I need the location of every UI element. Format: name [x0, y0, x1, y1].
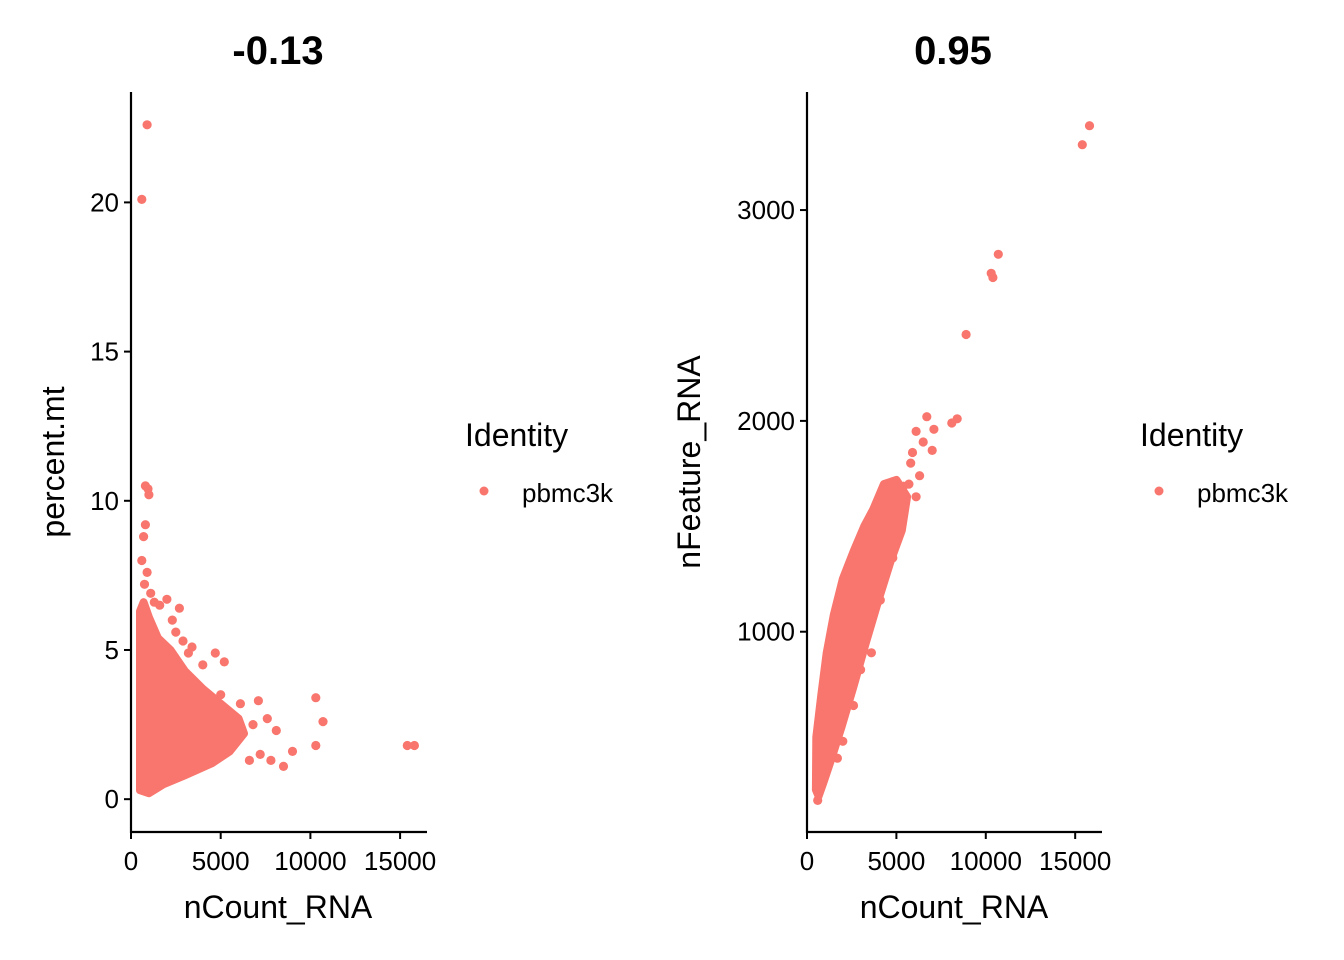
data-point [278, 761, 289, 772]
x-tick-label: 15000 [364, 846, 436, 876]
y-axis-title: nFeature_RNA [671, 355, 707, 569]
data-point [235, 699, 245, 709]
x-axis-title: nCount_RNA [860, 889, 1049, 925]
data-point [255, 749, 265, 760]
y-axis-ticks: 1000 2000 3000 [737, 195, 807, 647]
chart-panel-right: 0.95 1000 2000 3000 0 5000 10000 15000 nCount… [671, 29, 1289, 925]
data-point [271, 725, 281, 736]
x-tick-label: 10000 [274, 846, 346, 876]
legend-title: Identity [465, 417, 568, 453]
data-point [219, 657, 229, 667]
data-point [139, 579, 150, 589]
x-axis-ticks: 0 5000 10000 15000 [124, 832, 436, 876]
legend: Identity pbmc3k [465, 417, 614, 508]
legend-label: pbmc3k [1197, 478, 1289, 508]
x-tick-label: 10000 [950, 846, 1022, 876]
y-tick-label: 5 [105, 635, 119, 665]
data-point [248, 720, 258, 730]
data-point [210, 648, 220, 658]
legend-key-point [479, 486, 489, 496]
y-tick-label: 10 [90, 486, 119, 516]
data-point [287, 746, 298, 757]
data-point [139, 532, 149, 542]
x-tick-label: 0 [800, 846, 814, 876]
data-point [183, 648, 193, 658]
chart-title: -0.13 [232, 29, 323, 73]
data-point [866, 648, 877, 658]
data-point [911, 492, 921, 502]
y-axis-title: percent.mt [35, 386, 71, 537]
data-point [244, 755, 254, 766]
chart-title: 0.95 [914, 29, 992, 73]
data-point [142, 120, 152, 130]
data-point [137, 194, 147, 204]
legend-key-point [1154, 486, 1164, 496]
data-point [311, 740, 321, 751]
dense-point-cloud [136, 598, 248, 798]
data-point [171, 627, 181, 637]
y-tick-label: 20 [90, 187, 119, 217]
y-tick-label: 15 [90, 337, 119, 367]
x-tick-label: 5000 [867, 846, 925, 876]
data-point [988, 272, 998, 283]
chart-panel-left: -0.13 0 5 10 15 20 0 5000 10000 15000 nCount_RN… [35, 29, 614, 925]
y-tick-label: 3000 [737, 195, 795, 225]
data-point [402, 740, 412, 751]
scatter-points [137, 120, 419, 772]
data-point [947, 418, 957, 428]
x-tick-label: 0 [124, 846, 138, 876]
data-point [907, 447, 918, 458]
data-point [993, 249, 1003, 259]
y-axis-ticks: 0 5 10 15 20 [90, 187, 131, 814]
data-point [311, 693, 321, 703]
legend-label: pbmc3k [522, 478, 614, 508]
data-point [1077, 140, 1087, 150]
data-point [927, 445, 937, 455]
data-point [140, 520, 150, 530]
data-point [198, 660, 208, 670]
data-point [137, 555, 147, 566]
data-point [174, 603, 184, 613]
data-point [266, 755, 276, 766]
legend: Identity pbmc3k [1140, 417, 1289, 508]
x-tick-label: 15000 [1039, 846, 1111, 876]
data-point [929, 424, 939, 434]
dense-point-cloud [811, 475, 912, 801]
data-point [146, 588, 156, 598]
y-tick-label: 2000 [737, 406, 795, 436]
data-point [915, 471, 925, 481]
scatter-points [813, 121, 1095, 806]
y-tick-label: 1000 [737, 617, 795, 647]
data-point [961, 329, 971, 340]
x-axis-ticks: 0 5000 10000 15000 [800, 832, 1111, 876]
x-tick-label: 5000 [192, 846, 250, 876]
y-tick-label: 0 [105, 784, 119, 814]
data-point [922, 412, 932, 422]
scatter-dense-region [811, 475, 912, 801]
data-point [911, 426, 921, 436]
legend-title: Identity [1140, 417, 1243, 453]
data-point [144, 490, 154, 500]
data-point [178, 636, 188, 646]
data-point [155, 600, 165, 610]
scatter-dense-region [136, 598, 248, 798]
data-point [918, 437, 928, 447]
data-point [318, 717, 328, 727]
data-point [409, 740, 419, 751]
data-point [906, 458, 916, 468]
data-point [1084, 121, 1095, 131]
data-point [142, 567, 152, 578]
data-point [262, 714, 272, 724]
x-axis-title: nCount_RNA [184, 889, 373, 925]
data-point [162, 594, 172, 604]
data-point [253, 696, 263, 706]
data-point [167, 615, 177, 625]
